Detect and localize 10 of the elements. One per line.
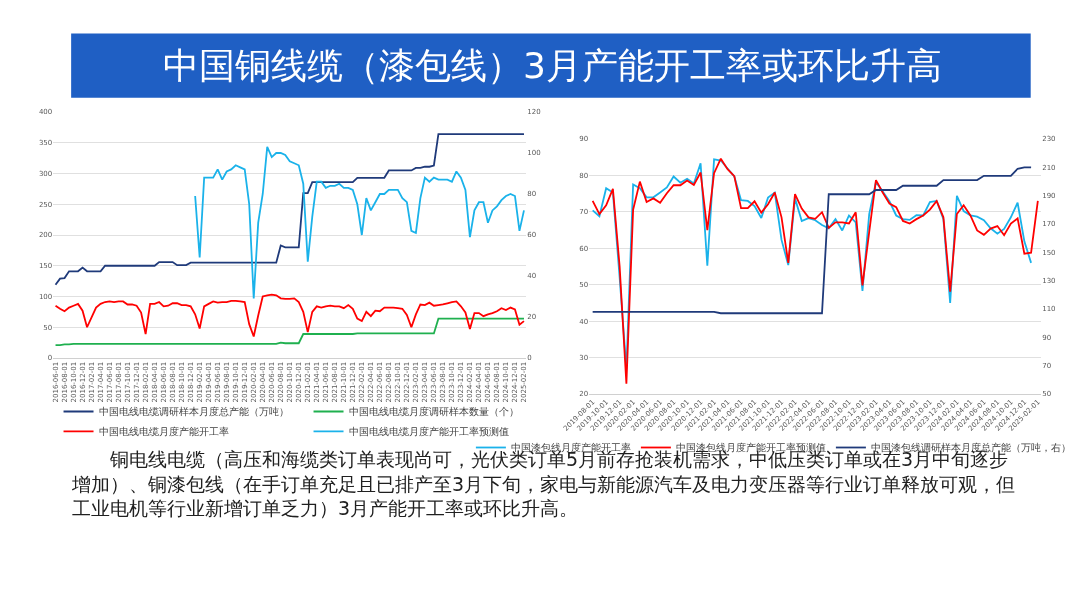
line-series <box>54 133 525 286</box>
legend-label: 中国电线电缆调研样本月度总产能（万吨） <box>98 406 289 418</box>
chart-title: 中国铜线缆（漆包线）3月产能开工率或环比升高 <box>163 45 942 86</box>
line-series <box>54 293 525 338</box>
legend-label: 中国电线电缆月度产能开工率 <box>98 426 229 438</box>
line-series <box>591 166 1032 315</box>
legend-label: 中国电线电缆月度调研样本数量（个） <box>348 406 519 418</box>
line-series <box>54 317 525 346</box>
line-series <box>194 145 525 300</box>
legend-label: 中国电线电缆月度产能开工率预测值 <box>348 426 509 438</box>
